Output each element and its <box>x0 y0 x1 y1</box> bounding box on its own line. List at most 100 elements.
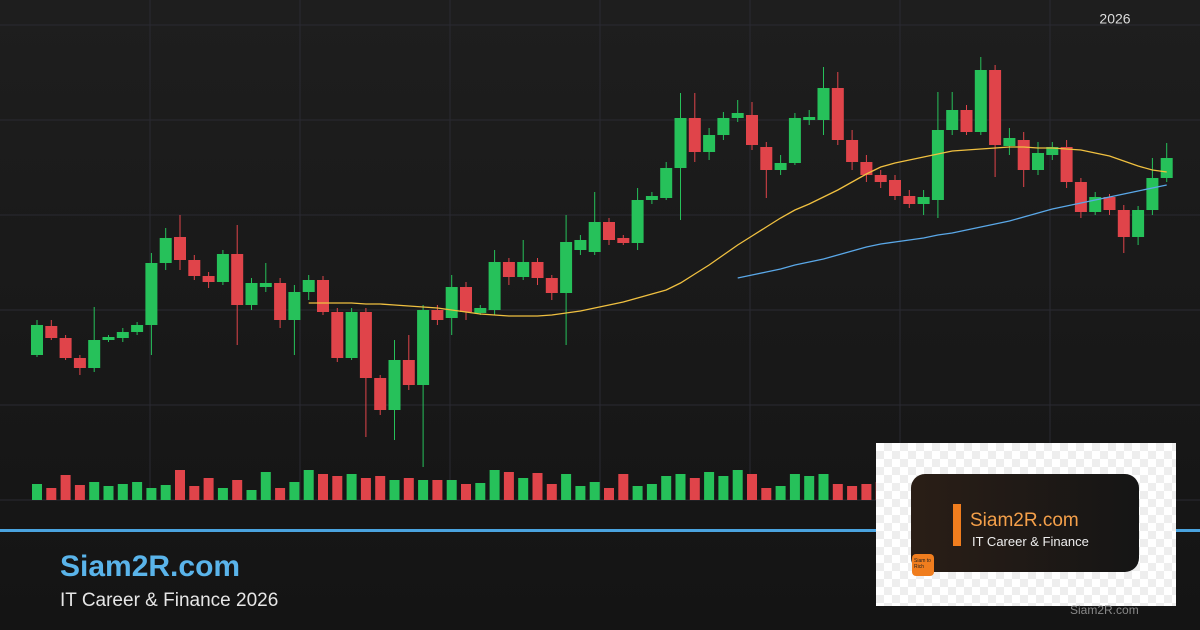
volume-bar <box>303 470 314 500</box>
candle-body <box>860 162 873 175</box>
candle-body <box>288 292 301 320</box>
volume-bar <box>632 486 643 500</box>
candle-body <box>131 325 144 332</box>
candle-body <box>216 254 229 282</box>
volume-bar <box>146 488 157 500</box>
candle-body <box>174 237 186 260</box>
candle-body <box>517 262 530 277</box>
candle-body <box>445 287 458 318</box>
volume-bar <box>260 472 271 500</box>
volume-bar <box>32 484 42 500</box>
candle-body <box>631 200 644 243</box>
volume-bar <box>117 484 128 500</box>
candle-body <box>102 337 115 340</box>
volume-bar <box>861 484 872 500</box>
volume-bar <box>818 474 829 500</box>
volume-bar <box>446 480 457 500</box>
volume-bar <box>518 478 529 500</box>
volume-bar <box>403 478 414 500</box>
volume-bar <box>561 474 572 500</box>
candle-body <box>1117 210 1130 237</box>
volume-bar <box>832 484 843 500</box>
volume-bar <box>332 476 343 500</box>
candle-body <box>259 283 272 287</box>
volume-bar <box>160 485 171 500</box>
candle-body <box>788 118 801 163</box>
volume-bar <box>575 486 586 500</box>
candle-body <box>245 283 258 305</box>
candle-body <box>531 262 544 278</box>
candle-body <box>1132 210 1145 237</box>
candle-body <box>674 118 687 168</box>
candle-body <box>688 118 701 152</box>
candle-body <box>703 135 716 152</box>
candle-body <box>960 110 973 132</box>
candle-body <box>560 242 573 293</box>
candle-body <box>88 340 101 368</box>
watermark: Siam2R.com <box>1070 603 1139 617</box>
candle-body <box>402 360 415 385</box>
candle-body <box>59 338 72 358</box>
candle-body <box>774 163 787 170</box>
candle-body <box>874 175 887 182</box>
volume-bar <box>661 476 672 500</box>
candle-body <box>717 118 730 135</box>
candle-body <box>946 110 959 130</box>
candle-body <box>1032 153 1044 170</box>
logo-card: Siam2R.com IT Career & Finance Siam to R… <box>876 443 1176 606</box>
volume-bar <box>203 478 214 500</box>
volume-bar <box>789 474 800 500</box>
volume-bar <box>46 488 57 500</box>
candle-body <box>417 310 430 385</box>
candle-body <box>617 238 630 243</box>
volume-bar <box>646 484 657 500</box>
candle-body <box>488 262 501 310</box>
volume-bar <box>375 476 386 500</box>
candle-body <box>1003 138 1016 146</box>
volume-bar <box>89 482 100 500</box>
candle-body <box>731 113 744 118</box>
candle-body <box>974 70 987 132</box>
volume-bar <box>475 483 486 500</box>
candle-body <box>1046 147 1059 155</box>
volume-bar <box>775 486 786 500</box>
volume-bar <box>804 476 815 500</box>
candle-body <box>817 88 830 120</box>
candle-body <box>645 196 658 200</box>
volume-bar <box>189 486 200 500</box>
volume-bar <box>103 486 114 500</box>
volume-bar <box>132 482 143 500</box>
year-label: 2026 <box>1099 11 1130 27</box>
volume-bar <box>74 485 85 500</box>
candle-body <box>660 168 673 198</box>
candle-body <box>31 325 43 355</box>
candle-body <box>1146 178 1159 210</box>
candle-body <box>1074 182 1087 212</box>
volume-bar <box>761 488 772 500</box>
candle-body <box>1103 197 1116 210</box>
logo-bar <box>953 504 961 546</box>
volume-bar <box>418 480 429 500</box>
candle-body <box>460 287 472 312</box>
candle-body <box>73 358 86 368</box>
candle-body <box>760 147 773 170</box>
candle-body <box>545 278 558 293</box>
volume-bar <box>732 470 743 500</box>
volume-bar <box>689 478 700 500</box>
candle-body <box>588 222 601 252</box>
candle-body <box>474 308 487 313</box>
candle-body <box>331 312 344 358</box>
candle-body <box>502 262 515 277</box>
candle-body <box>45 326 58 338</box>
volume-bar <box>289 482 300 500</box>
volume-bar <box>532 473 543 500</box>
volume-bar <box>747 474 757 500</box>
candle-body <box>431 310 444 320</box>
divider <box>0 529 1200 532</box>
logo-brand: Siam2R.com <box>970 510 1079 531</box>
volume-bar <box>604 488 614 500</box>
candle-body <box>359 312 372 378</box>
candle-body <box>388 360 401 410</box>
